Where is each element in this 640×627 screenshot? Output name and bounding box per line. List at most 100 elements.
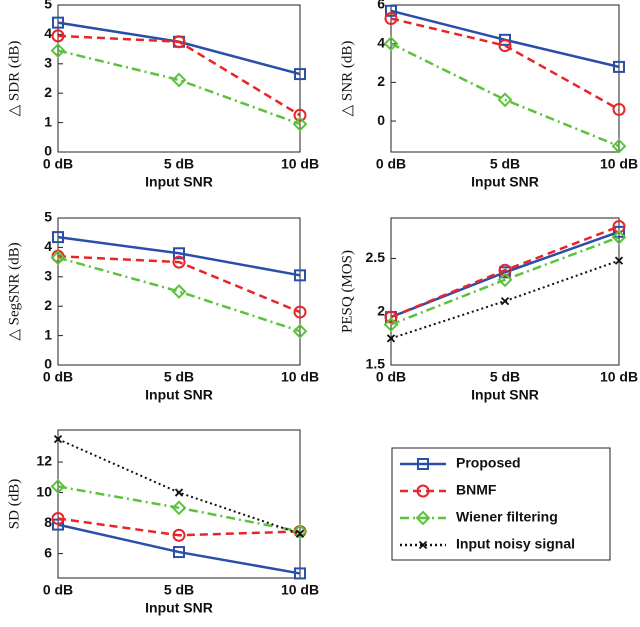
marker bbox=[295, 529, 305, 538]
y-axis-label: PESQ (MOS) bbox=[339, 250, 355, 333]
marker bbox=[384, 310, 398, 324]
marker bbox=[611, 138, 627, 154]
legend-label: Wiener filtering bbox=[456, 509, 558, 525]
x-tick-label: 0 dB bbox=[43, 369, 73, 385]
plot-frame bbox=[390, 4, 620, 153]
marker bbox=[418, 540, 428, 550]
marker bbox=[384, 12, 398, 26]
y-tick-label: 2 bbox=[377, 302, 385, 318]
marker bbox=[52, 16, 64, 29]
y-tick-label: 0 bbox=[377, 112, 385, 128]
marker bbox=[171, 284, 187, 299]
series-line bbox=[57, 49, 301, 126]
marker bbox=[497, 92, 513, 108]
marker bbox=[174, 488, 184, 497]
marker bbox=[294, 567, 306, 580]
y-tick-label: 2 bbox=[377, 73, 385, 89]
x-axis-label: Input SNR bbox=[471, 387, 539, 403]
series-line bbox=[57, 34, 301, 117]
y-tick-label: 6 bbox=[44, 544, 52, 560]
marker bbox=[50, 43, 66, 58]
marker bbox=[172, 35, 186, 49]
series-line bbox=[390, 225, 620, 319]
x-tick-label: 5 dB bbox=[164, 369, 194, 385]
marker bbox=[613, 60, 625, 73]
y-tick-label: 10 bbox=[36, 483, 52, 499]
marker bbox=[497, 272, 513, 288]
x-tick-label: 5 dB bbox=[164, 582, 194, 598]
x-tick-label: 5 dB bbox=[490, 369, 520, 385]
x-axis-label: Input SNR bbox=[471, 174, 539, 190]
marker bbox=[614, 256, 624, 265]
y-tick-label: 2 bbox=[44, 297, 52, 313]
marker bbox=[385, 4, 397, 17]
marker bbox=[386, 334, 396, 343]
marker bbox=[172, 255, 186, 269]
y-tick-label: 8 bbox=[44, 514, 52, 530]
marker bbox=[293, 108, 307, 122]
marker bbox=[294, 68, 306, 81]
marker bbox=[383, 317, 399, 332]
marker bbox=[292, 116, 308, 132]
y-tick-label: 3 bbox=[44, 55, 52, 71]
series-line bbox=[390, 42, 620, 148]
y-tick-label: 5 bbox=[44, 209, 52, 225]
y-tick-label: 12 bbox=[36, 453, 52, 469]
y-tick-label: 5 bbox=[44, 0, 52, 12]
legend-label: Proposed bbox=[456, 455, 521, 471]
x-tick-label: 0 dB bbox=[376, 369, 406, 385]
marker bbox=[293, 305, 307, 319]
marker bbox=[173, 546, 185, 559]
x-tick-label: 0 dB bbox=[43, 156, 73, 172]
y-tick-label: 3 bbox=[44, 268, 52, 284]
marker bbox=[50, 479, 66, 494]
marker bbox=[50, 250, 66, 266]
y-axis-label: SD (dB) bbox=[6, 479, 22, 529]
x-axis-label: Input SNR bbox=[145, 174, 213, 190]
series-line bbox=[57, 256, 301, 333]
x-tick-label: 0 dB bbox=[376, 156, 406, 172]
y-axis-label: △ SDR (dB) bbox=[6, 41, 22, 117]
marker bbox=[292, 524, 308, 539]
marker bbox=[417, 458, 429, 470]
marker bbox=[500, 296, 510, 306]
x-tick-label: 0 dB bbox=[43, 582, 73, 598]
x-tick-label: 10 dB bbox=[600, 369, 638, 385]
y-tick-label: 4 bbox=[377, 34, 385, 50]
series-line bbox=[57, 438, 301, 535]
series-line bbox=[57, 485, 301, 533]
y-axis-label: △ SegSNR (dB) bbox=[6, 242, 22, 340]
y-tick-label: 4 bbox=[44, 238, 52, 254]
y-tick-label: 0 bbox=[44, 143, 52, 159]
y-tick-label: 1 bbox=[44, 326, 52, 342]
plot-frame bbox=[57, 429, 301, 579]
y-tick-label: 1.5 bbox=[366, 356, 386, 372]
x-tick-label: 10 dB bbox=[281, 582, 319, 598]
x-tick-label: 5 dB bbox=[490, 156, 520, 172]
x-axis-label: Input SNR bbox=[145, 387, 213, 403]
legend-label: Input noisy signal bbox=[456, 536, 575, 552]
legend-label: BNMF bbox=[456, 482, 497, 498]
marker bbox=[171, 500, 187, 516]
series-line bbox=[57, 517, 301, 537]
marker bbox=[416, 484, 430, 498]
marker bbox=[53, 435, 63, 444]
series-line bbox=[57, 21, 301, 76]
y-tick-label: 0 bbox=[44, 356, 52, 372]
x-tick-label: 10 dB bbox=[281, 156, 319, 172]
series-line bbox=[57, 235, 301, 277]
series-line bbox=[390, 17, 620, 111]
y-axis-label: △ SNR (dB) bbox=[339, 41, 355, 117]
plot-frame bbox=[390, 217, 620, 366]
marker bbox=[498, 39, 512, 53]
x-axis-label: Input SNR bbox=[145, 600, 213, 616]
x-tick-label: 10 dB bbox=[281, 369, 319, 385]
marker bbox=[499, 33, 511, 46]
series-line bbox=[57, 254, 301, 314]
marker bbox=[172, 528, 186, 542]
series-line bbox=[390, 259, 620, 340]
plot-frame bbox=[57, 217, 301, 366]
marker bbox=[171, 72, 187, 88]
plot-frame bbox=[57, 4, 301, 153]
